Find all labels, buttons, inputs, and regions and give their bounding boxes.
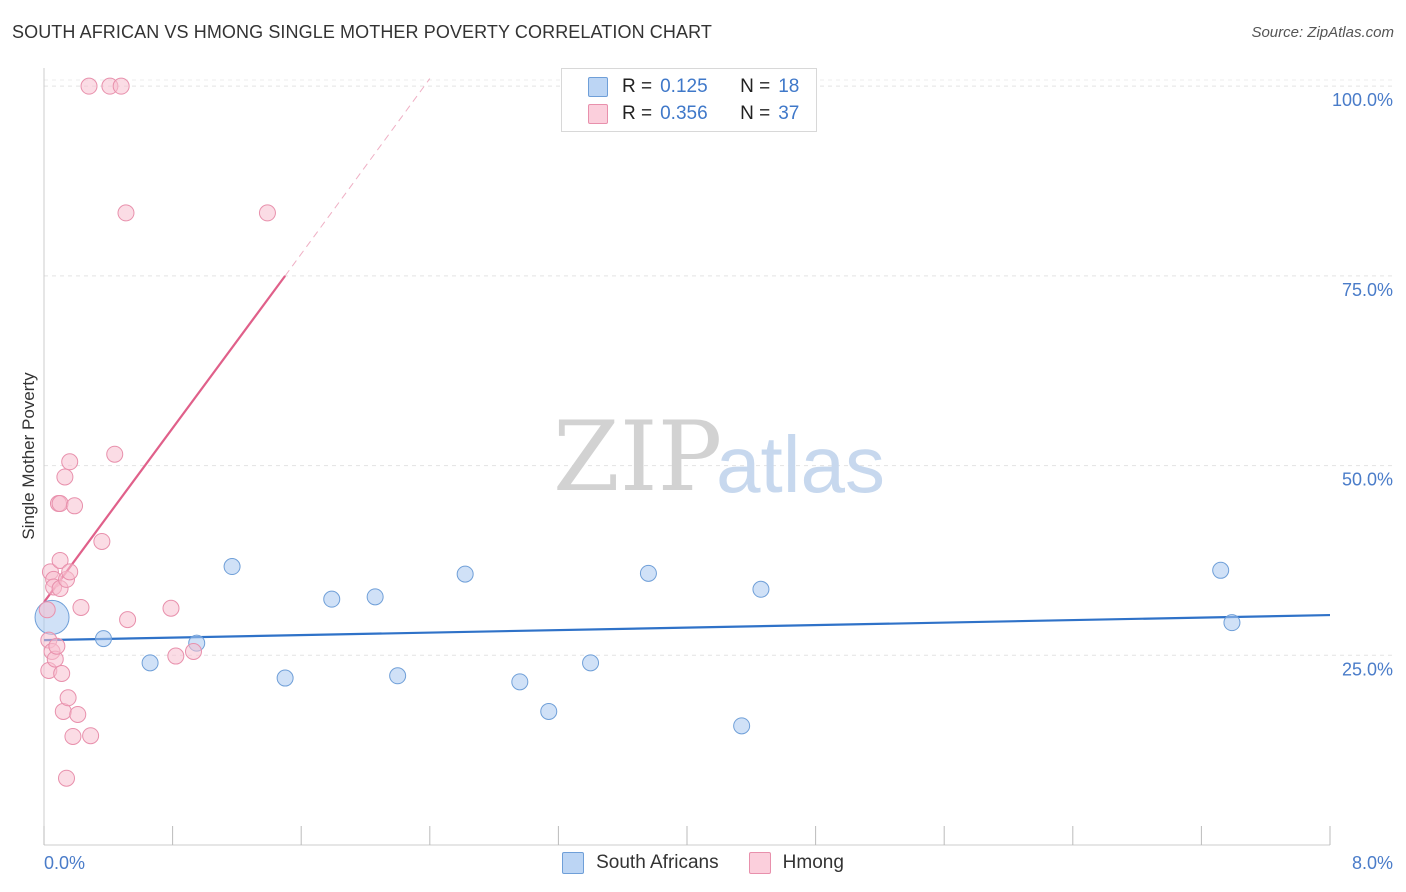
point-south-africans (752, 580, 770, 598)
gridlines (44, 79, 1392, 656)
point-hmong (72, 598, 90, 616)
legend-r-value: 0.125 (660, 76, 708, 97)
legend-swatch-hmong (588, 104, 608, 124)
point-south-africans (733, 717, 751, 735)
trend-line-hmong (43, 275, 287, 603)
point-south-africans (223, 558, 241, 576)
point-south-africans (94, 630, 112, 648)
point-hmong (117, 204, 135, 222)
point-hmong (61, 563, 79, 581)
chart-title: SOUTH AFRICAN VS HMONG SINGLE MOTHER POV… (12, 22, 712, 42)
series-label-south-africans: South Africans (596, 852, 719, 873)
legend-r-label: R = (622, 103, 653, 124)
watermark-atlas: atlas (716, 420, 885, 509)
point-hmong (93, 532, 111, 550)
point-south-africans (511, 673, 529, 691)
series-legend-south-africans[interactable]: South Africans (562, 852, 719, 874)
legend-n-value: 18 (778, 76, 800, 97)
point-hmong (53, 665, 71, 683)
legend-row-hmong: R = 0.356 N = 37 (588, 102, 799, 126)
y-tick-label: 75.0% (1342, 280, 1393, 300)
point-south-africans (456, 565, 474, 583)
point-south-africans (1212, 561, 1230, 579)
point-hmong (64, 727, 82, 745)
data-points (34, 77, 1241, 787)
point-hmong (58, 769, 76, 787)
trend-lines (43, 78, 1331, 642)
point-hmong (56, 468, 74, 486)
legend-row-south-africans: R = 0.125 N = 18 (588, 75, 799, 99)
point-hmong (258, 204, 276, 222)
point-hmong (184, 643, 202, 660)
point-hmong (80, 77, 98, 95)
series-legend-hmong[interactable]: Hmong (748, 852, 844, 874)
point-south-africans (582, 654, 600, 672)
point-south-africans (540, 702, 558, 720)
x-tick-label: 8.0% (1352, 853, 1393, 873)
legend-n-label: N = (740, 76, 771, 97)
point-hmong (162, 599, 180, 617)
point-hmong (51, 495, 69, 513)
source-credit: Source: ZipAtlas.com (1251, 24, 1394, 41)
legend-swatch-south-africans (588, 77, 608, 97)
legend: R = 0.125 N = 18 R = 0.356 N = 37 (561, 68, 817, 132)
point-south-africans (1223, 614, 1241, 632)
point-south-africans (366, 588, 384, 606)
point-hmong (51, 551, 69, 569)
point-hmong (69, 705, 87, 723)
point-hmong (167, 647, 185, 665)
legend-n-value: 37 (778, 103, 800, 124)
series-swatch-south-africans (562, 852, 585, 874)
y-tick-label: 50.0% (1342, 470, 1393, 490)
y-axis-label: Single Mother Poverty (19, 372, 38, 540)
legend-n-label: N = (740, 103, 771, 124)
point-south-africans (276, 669, 294, 687)
series-swatch-hmong (748, 852, 771, 874)
point-south-africans (323, 590, 341, 608)
watermark: ZIP atlas (553, 401, 885, 513)
trend-extension-hmong (284, 78, 431, 277)
y-tick-label: 25.0% (1342, 659, 1393, 679)
legend-r-label: R = (622, 76, 653, 97)
point-hmong (66, 497, 84, 515)
point-hmong (106, 445, 124, 463)
point-hmong (48, 637, 66, 655)
point-hmong (61, 453, 79, 471)
x-tick-labels: 0.0% 8.0% (44, 853, 1393, 873)
legend-r-value: 0.356 (660, 103, 708, 124)
trend-line-south-africans (43, 613, 1331, 642)
x-tick-label: 0.0% (44, 853, 85, 873)
point-hmong (38, 601, 56, 619)
y-tick-label: 100.0% (1332, 90, 1393, 110)
watermark-zip: ZIP (553, 401, 722, 513)
point-hmong (119, 611, 137, 629)
y-tick-labels: 25.0% 50.0% 75.0% 100.0% (1332, 90, 1393, 679)
point-hmong (112, 77, 130, 95)
point-south-africans (141, 654, 159, 672)
point-hmong (82, 727, 100, 745)
axes (43, 68, 1331, 846)
series-label-hmong: Hmong (782, 852, 844, 873)
series-legend: South Africans Hmong (0, 852, 1406, 874)
point-hmong (59, 689, 77, 707)
point-south-africans (639, 564, 657, 582)
point-south-africans (389, 667, 407, 685)
